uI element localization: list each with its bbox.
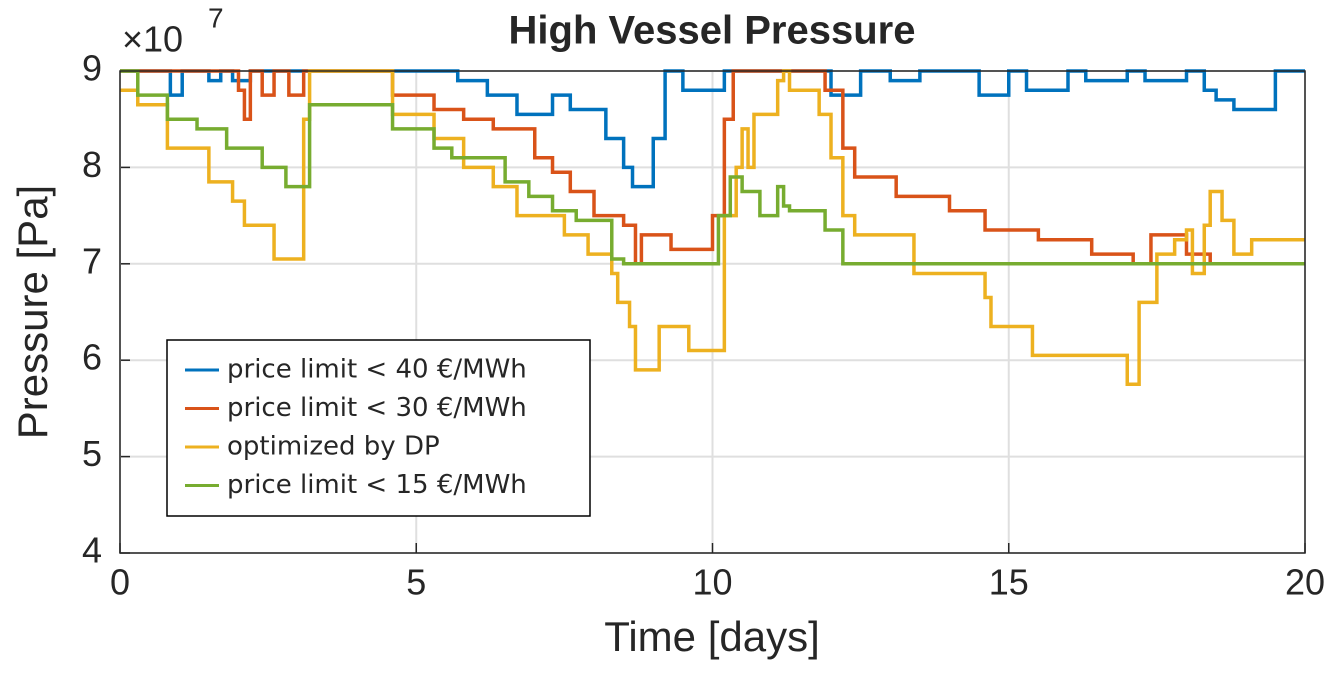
x-tick-label: 5 — [406, 562, 426, 603]
y-tick-label: 6 — [82, 337, 102, 378]
legend-label: optimized by DP — [227, 432, 440, 462]
y-tick-label: 5 — [82, 433, 102, 474]
legend-label: price limit < 15 €/MWh — [227, 470, 527, 500]
x-tick-label: 15 — [989, 562, 1029, 603]
y-tick-label: 4 — [82, 530, 102, 571]
legend-label: price limit < 40 €/MWh — [227, 355, 527, 385]
plot-frame — [119, 70, 1306, 554]
chart-title: High Vessel Pressure — [509, 9, 916, 53]
legend-label: price limit < 30 €/MWh — [227, 393, 527, 423]
y-tick-label: 9 — [82, 48, 102, 89]
x-tick-label: 0 — [110, 562, 130, 603]
legend-box — [166, 339, 591, 517]
x-tick-label: 20 — [1285, 562, 1325, 603]
x-axis-label: Time [days] — [604, 613, 820, 660]
y-multiplier-exponent: 7 — [208, 2, 224, 33]
y-axis-label: Pressure [Pa] — [9, 185, 56, 439]
series-line — [120, 69, 1305, 266]
y-multiplier: ×10 — [122, 19, 183, 60]
y-tick-label: 7 — [82, 240, 102, 281]
x-tick-label: 10 — [692, 562, 732, 603]
y-tick-label: 8 — [82, 144, 102, 185]
